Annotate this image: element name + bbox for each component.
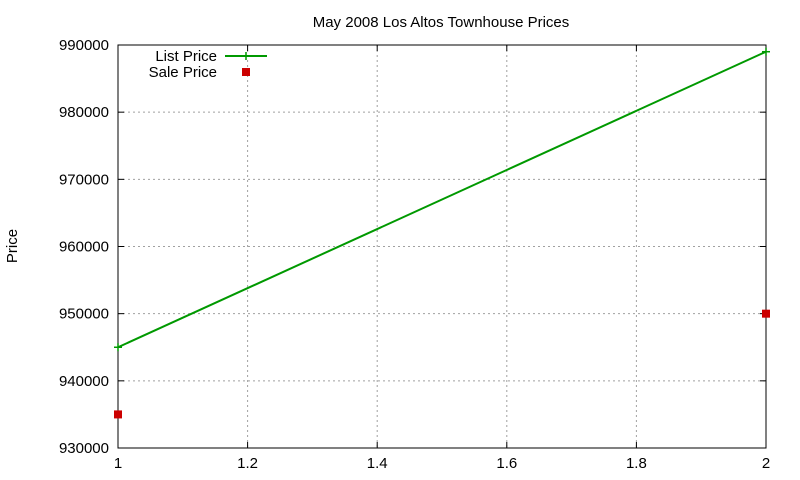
y-tick-label: 950000 xyxy=(59,306,109,323)
axis-ticks: 1 1.2 1.4 1.6 1.8 2 930000 940000 950000 960000 97… xyxy=(59,37,770,472)
legend-label: Sale Price xyxy=(149,64,217,81)
data-point xyxy=(762,47,770,56)
series-line xyxy=(117,50,767,349)
x-tick-label: 1.8 xyxy=(626,455,647,472)
data-point xyxy=(114,410,122,419)
x-tick-label: 2 xyxy=(762,455,770,472)
y-tick-label: 930000 xyxy=(59,440,109,457)
y-tick-label: 960000 xyxy=(59,239,109,256)
data-point xyxy=(114,343,122,352)
x-tick-label: 1 xyxy=(114,455,122,472)
legend-label: List Price xyxy=(155,48,217,65)
legend-marker xyxy=(242,68,250,76)
y-axis-label: Price xyxy=(4,229,21,263)
data-point xyxy=(762,309,770,318)
y-tick-label: 990000 xyxy=(59,37,109,54)
x-tick-label: 1.2 xyxy=(237,455,258,472)
series-layer xyxy=(114,47,770,419)
chart-title: May 2008 Los Altos Townhouse Prices xyxy=(313,14,570,31)
series-list-price xyxy=(114,47,770,352)
x-tick-label: 1.4 xyxy=(367,455,388,472)
y-tick-label: 940000 xyxy=(59,373,109,390)
x-tick-label: 1.6 xyxy=(496,455,517,472)
legend-marker xyxy=(242,52,250,60)
series-sale-price xyxy=(114,309,770,419)
grid xyxy=(118,45,766,448)
y-tick-label: 980000 xyxy=(59,104,109,121)
y-tick-label: 970000 xyxy=(59,171,109,188)
